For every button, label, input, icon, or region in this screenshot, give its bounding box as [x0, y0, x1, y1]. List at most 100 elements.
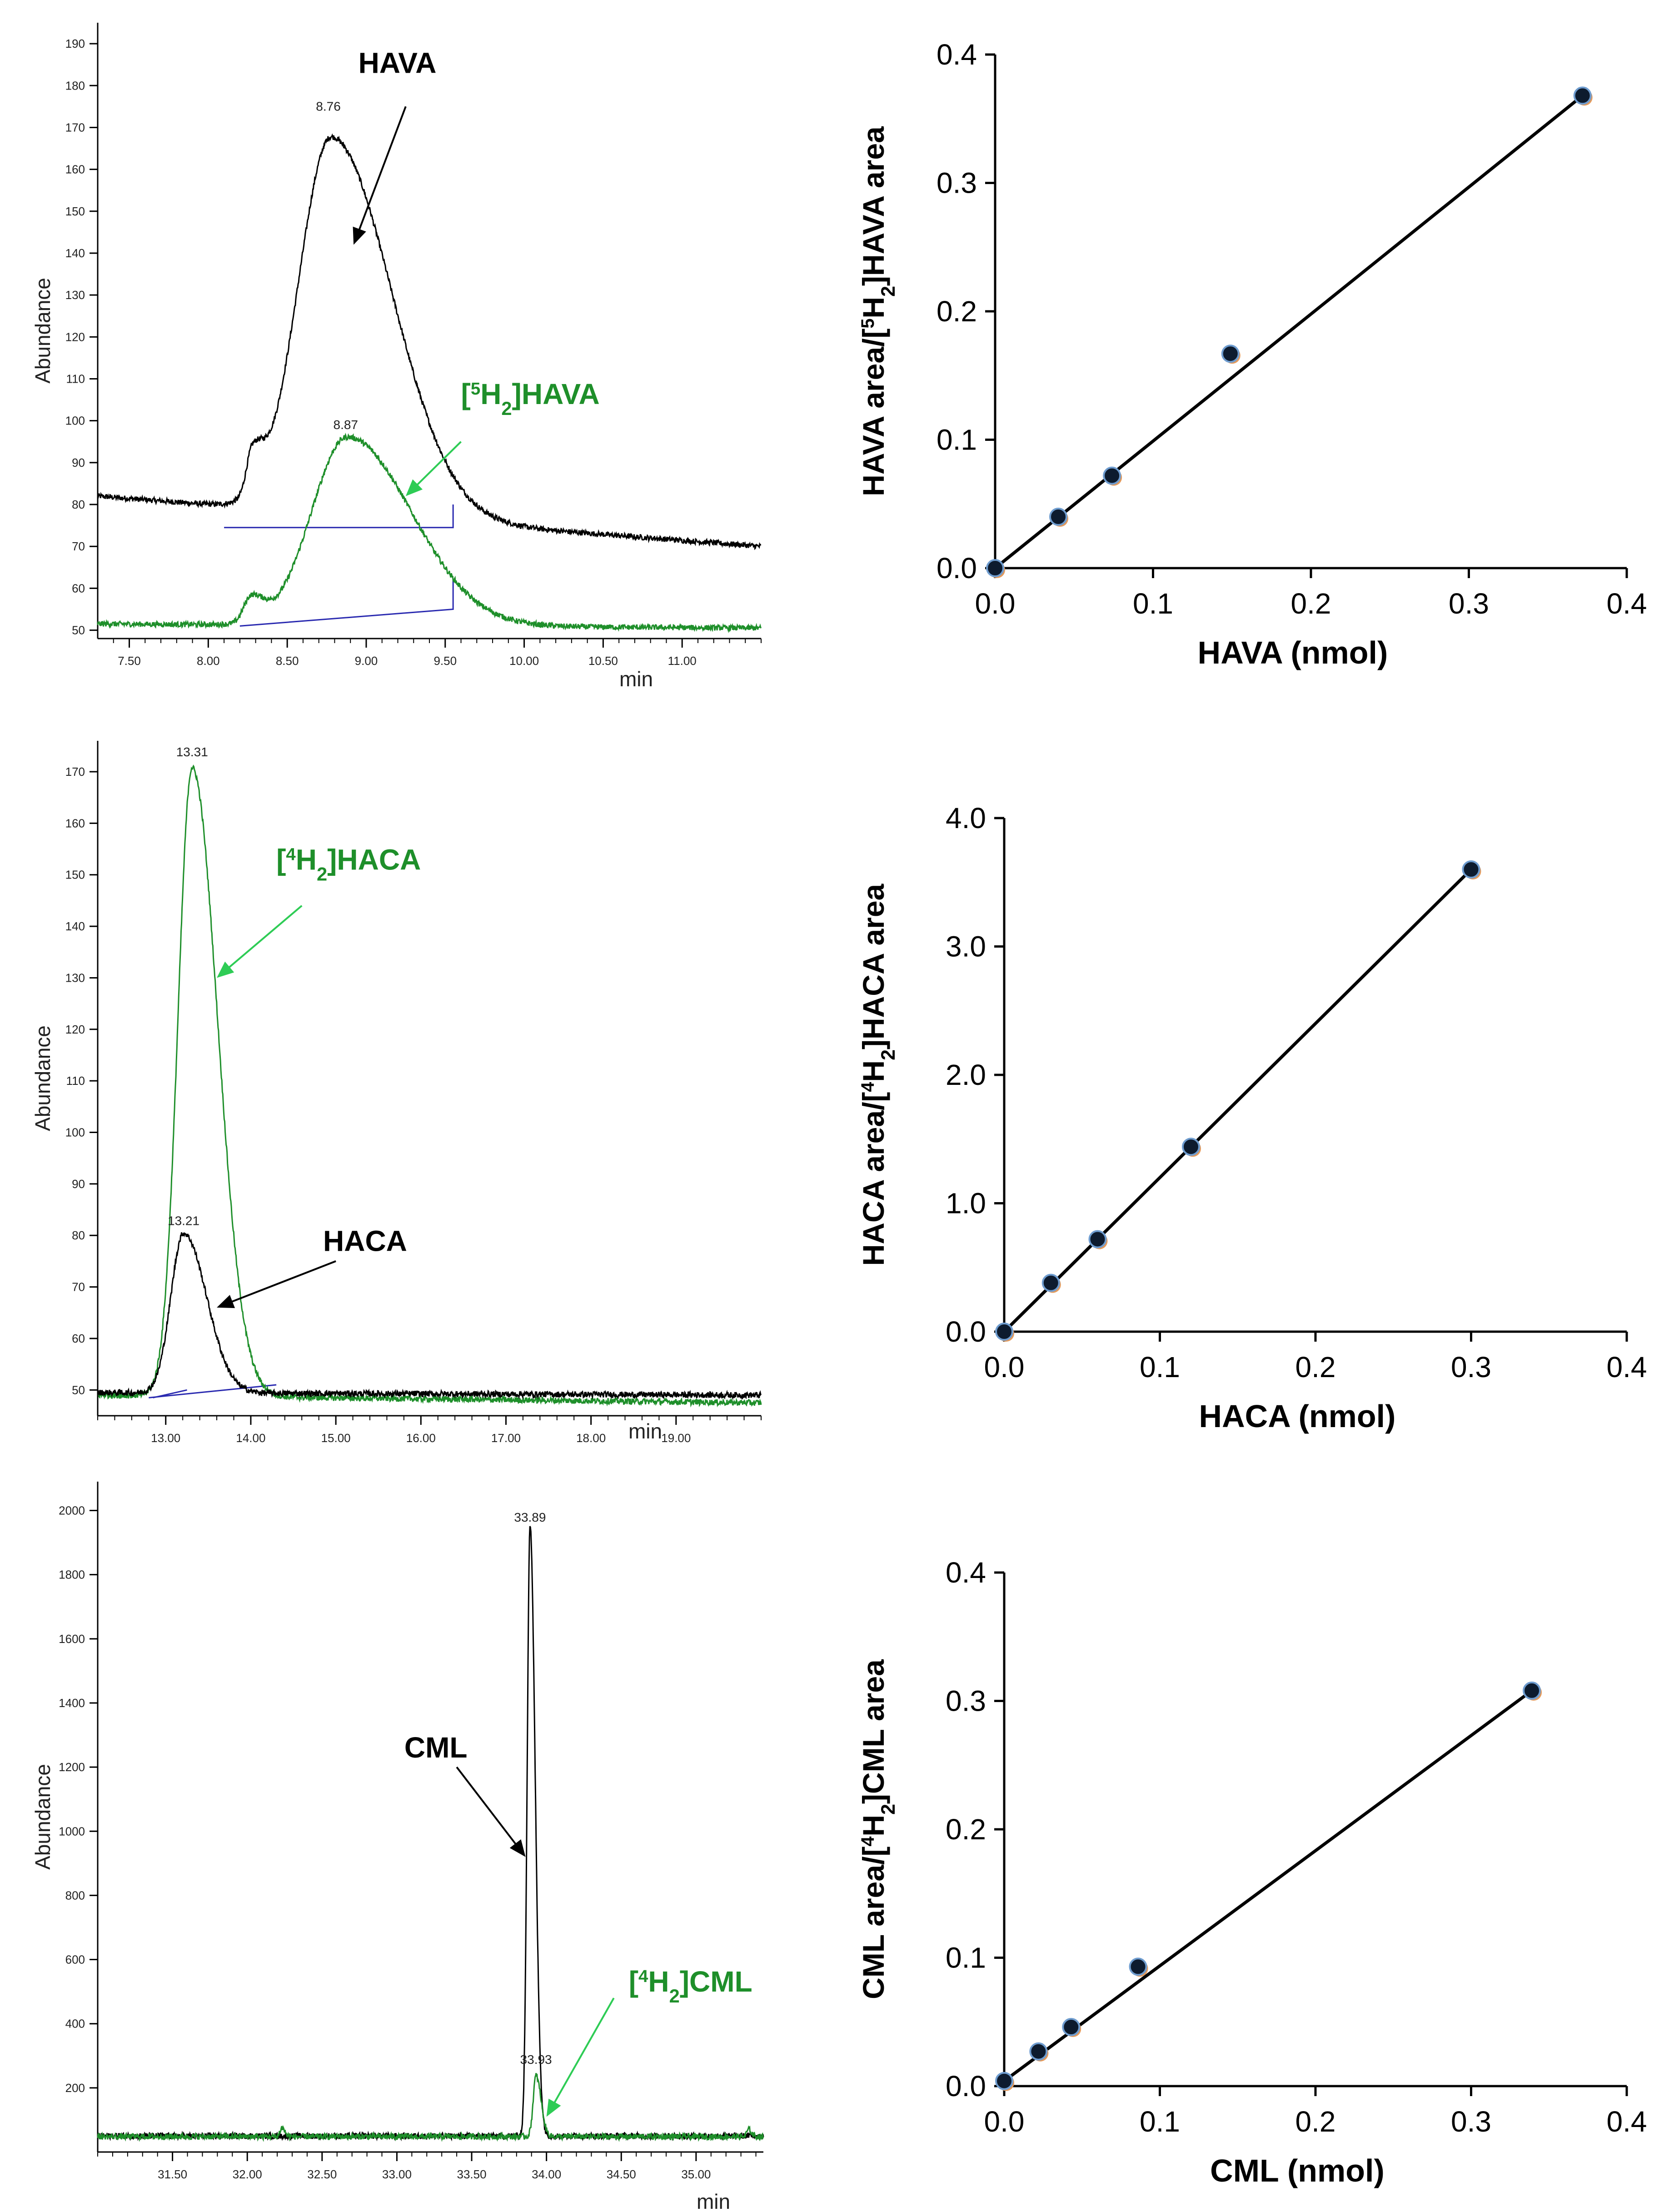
x-tick-label: 33.00: [382, 2167, 412, 2181]
compound-label: HACA: [323, 1224, 407, 1257]
x-tick-label: 35.00: [681, 2167, 711, 2181]
data-point: [1049, 508, 1067, 526]
chromatogram-hava-svg: 50 60 70 80 90 100 110 120 130 140 150 160 170 180 190…: [31, 23, 762, 691]
chromatogram-cml-svg: 200 400 600 800 1000 1200 1400 1600 1800 2000 31.5…: [31, 1482, 764, 2212]
compound-label: HAVA: [359, 47, 437, 80]
annotation-arrow: [414, 441, 462, 487]
y-tick-label: 0.0: [937, 552, 977, 584]
peak-time-label: 13.31: [176, 745, 208, 759]
y-tick-label: 0.4: [937, 38, 977, 71]
y-tick-label: 200: [65, 2081, 85, 2095]
y-tick-label: 0.3: [937, 167, 977, 200]
x-tick-label: 14.00: [236, 1431, 265, 1445]
y-tick-label: 800: [65, 1888, 85, 1902]
x-axis-label: min: [628, 1419, 662, 1443]
y-tick-label: 0.3: [946, 1685, 986, 1718]
y-tick-label: 0.2: [946, 1813, 986, 1846]
y-tick-label: 150: [65, 868, 85, 882]
y-axis-label: Abundance: [31, 1025, 55, 1131]
arrow-head: [546, 2098, 561, 2117]
arrow-head: [217, 961, 234, 978]
y-tick-label: 50: [72, 624, 85, 637]
data-point: [986, 559, 1004, 577]
y-tick-label: 50: [72, 1383, 85, 1397]
x-tick-label: 17.00: [491, 1431, 521, 1445]
calibration-haca-panel: 0.0 1.0 2.0 3.0 4.0 0.0 0.1 0.2 0.3 0.4 HACA (nmol…: [845, 791, 1659, 1454]
y-axis-label-part: H: [857, 1815, 890, 1837]
y-tick-label: 3.0: [946, 930, 986, 963]
x-tick-label: 0.3: [1449, 587, 1489, 620]
peak-time-label: 8.87: [334, 418, 359, 432]
x-tick-label: 10.00: [509, 654, 539, 668]
x-tick-label: 31.50: [158, 2167, 187, 2181]
x-tick-label: 0.1: [1140, 2105, 1180, 2138]
x-tick-label: 7.50: [118, 654, 141, 668]
peak-time-label: 13.21: [168, 1214, 199, 1228]
trace-green: [97, 764, 762, 1408]
peak-time-label: 8.76: [316, 100, 341, 114]
x-tick-label: 8.00: [197, 654, 220, 668]
y-tick-label: 0.2: [937, 295, 977, 328]
label-part: H: [480, 378, 501, 410]
chromatogram-haca-panel: 50 60 70 80 90 100 110 120 130 140 150 160 170 13.00 1…: [0, 723, 782, 1445]
y-axis-label-part: ]CML area: [857, 1659, 890, 1804]
data-point: [1041, 1273, 1060, 1292]
y-tick-label: 100: [65, 414, 85, 428]
x-tick-label: 0.1: [1133, 587, 1173, 620]
x-tick-label: 32.00: [233, 2167, 262, 2181]
trace-black: [97, 1232, 762, 1401]
y-tick-label: 60: [72, 581, 85, 595]
compound-label: CML: [404, 1731, 468, 1764]
y-tick-label: 100: [65, 1126, 85, 1139]
compound-label: [4H2]HACA: [276, 843, 421, 884]
x-tick-label: 19.00: [661, 1431, 691, 1445]
x-tick-label: 34.00: [532, 2167, 561, 2181]
peak-time-label: 33.89: [514, 1510, 546, 1524]
label-part: 2: [669, 1985, 680, 2007]
trace-black: [97, 1526, 764, 2142]
compound-label: [5H2]HAVA: [461, 378, 600, 419]
arrow-head: [217, 1295, 235, 1308]
data-point: [1221, 345, 1240, 363]
y-axis-label-part: ]HACA area: [857, 883, 890, 1049]
y-axis-label-part: H: [857, 1060, 890, 1082]
y-axis-label: HAVA area/[5H2]HAVA area: [857, 126, 899, 496]
arrow-head: [405, 479, 423, 496]
x-tick-label: 18.00: [576, 1431, 606, 1445]
data-point: [1129, 1957, 1147, 1976]
data-point: [1103, 466, 1121, 485]
x-tick-label: 33.50: [457, 2167, 486, 2181]
data-point: [1062, 2018, 1081, 2037]
data-point: [1088, 1230, 1107, 1248]
y-axis-label: Abundance: [31, 1764, 55, 1870]
x-tick-label: 9.50: [433, 654, 457, 668]
x-tick-label: 0.2: [1295, 1351, 1336, 1383]
x-tick-label: 0.0: [975, 587, 1016, 620]
label-part: ]HACA: [327, 843, 421, 876]
y-tick-label: 140: [65, 246, 85, 260]
x-tick-label: 15.00: [321, 1431, 351, 1445]
fit-line: [1003, 868, 1472, 1333]
label-part: 5: [471, 379, 480, 398]
x-tick-label: 0.0: [984, 1351, 1025, 1383]
x-tick-label: 0.3: [1451, 2105, 1491, 2138]
data-point: [1182, 1138, 1200, 1156]
calibration-hava-svg: 0.0 0.1 0.2 0.3 0.4 0.0 0.1 0.2 0.3 0.4 HAVA (nmol…: [857, 38, 1647, 670]
x-axis-label: min: [619, 667, 653, 691]
y-tick-label: 190: [65, 37, 85, 50]
chromatogram-cml-panel: 200 400 600 800 1000 1200 1400 1600 1800 2000 31.5…: [0, 1463, 782, 2212]
y-axis-label: CML area/[4H2]CML area: [857, 1659, 899, 1999]
y-tick-label: 1600: [59, 1632, 85, 1646]
label-part: ]HAVA: [512, 378, 600, 410]
label-part: ]CML: [680, 1965, 752, 1998]
label-part: 2: [317, 863, 327, 884]
x-tick-label: 16.00: [406, 1431, 436, 1445]
data-point: [995, 2072, 1013, 2090]
y-axis-label-part: 4: [858, 1082, 878, 1092]
x-tick-label: 34.50: [607, 2167, 636, 2181]
peak-time-label: 33.93: [520, 2052, 552, 2067]
label-part: [: [629, 1965, 638, 1998]
annotation-arrow: [552, 1997, 615, 2106]
data-point: [1462, 860, 1480, 879]
x-axis-label: HAVA (nmol): [1198, 635, 1388, 670]
